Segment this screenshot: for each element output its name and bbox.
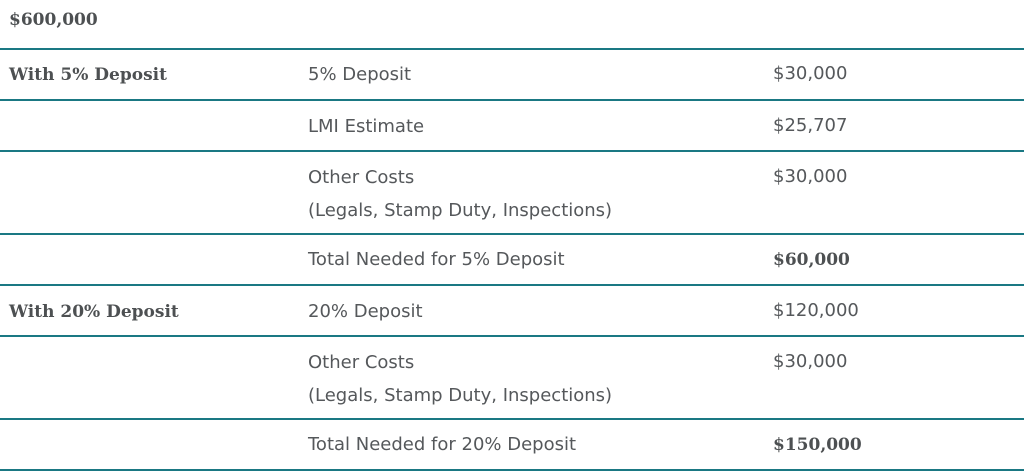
table-row-total: Total Needed for 5% Deposit $60,000 bbox=[0, 233, 1024, 285]
row-item-label: Total Needed for 5% Deposit bbox=[308, 249, 565, 270]
section-label-20-percent: With 20% Deposit bbox=[9, 302, 179, 322]
row-amount: $25,707 bbox=[773, 115, 848, 136]
row-amount-total: $60,000 bbox=[773, 250, 850, 270]
row-item-label: LMI Estimate bbox=[308, 116, 425, 137]
table-row: With 5% Deposit 5% Deposit $30,000 bbox=[0, 48, 1024, 100]
row-item-label: Other Costs bbox=[308, 167, 415, 188]
row-item-label: Total Needed for 20% Deposit bbox=[308, 434, 577, 455]
property-price-heading: $600,000 bbox=[9, 10, 98, 30]
row-item-sublabel: (Legals, Stamp Duty, Inspections) bbox=[308, 385, 613, 406]
table-row: LMI Estimate $25,707 bbox=[0, 99, 1024, 151]
row-item-label: 5% Deposit bbox=[308, 64, 412, 85]
table-row: With 20% Deposit 20% Deposit $120,000 bbox=[0, 284, 1024, 336]
row-item-sublabel: (Legals, Stamp Duty, Inspections) bbox=[308, 200, 613, 221]
row-item-label: 20% Deposit bbox=[308, 301, 423, 322]
row-amount: $30,000 bbox=[773, 63, 848, 84]
row-amount: $120,000 bbox=[773, 300, 859, 321]
table-row: Other Costs (Legals, Stamp Duty, Inspect… bbox=[0, 335, 1024, 419]
table-row: Other Costs (Legals, Stamp Duty, Inspect… bbox=[0, 150, 1024, 234]
row-item-label: Other Costs bbox=[308, 352, 415, 373]
table-bottom-border bbox=[0, 469, 1024, 471]
row-amount: $30,000 bbox=[773, 351, 848, 372]
section-label-5-percent: With 5% Deposit bbox=[9, 65, 167, 85]
row-amount-total: $150,000 bbox=[773, 435, 862, 455]
table-row-total: Total Needed for 20% Deposit $150,000 bbox=[0, 418, 1024, 470]
row-amount: $30,000 bbox=[773, 166, 848, 187]
